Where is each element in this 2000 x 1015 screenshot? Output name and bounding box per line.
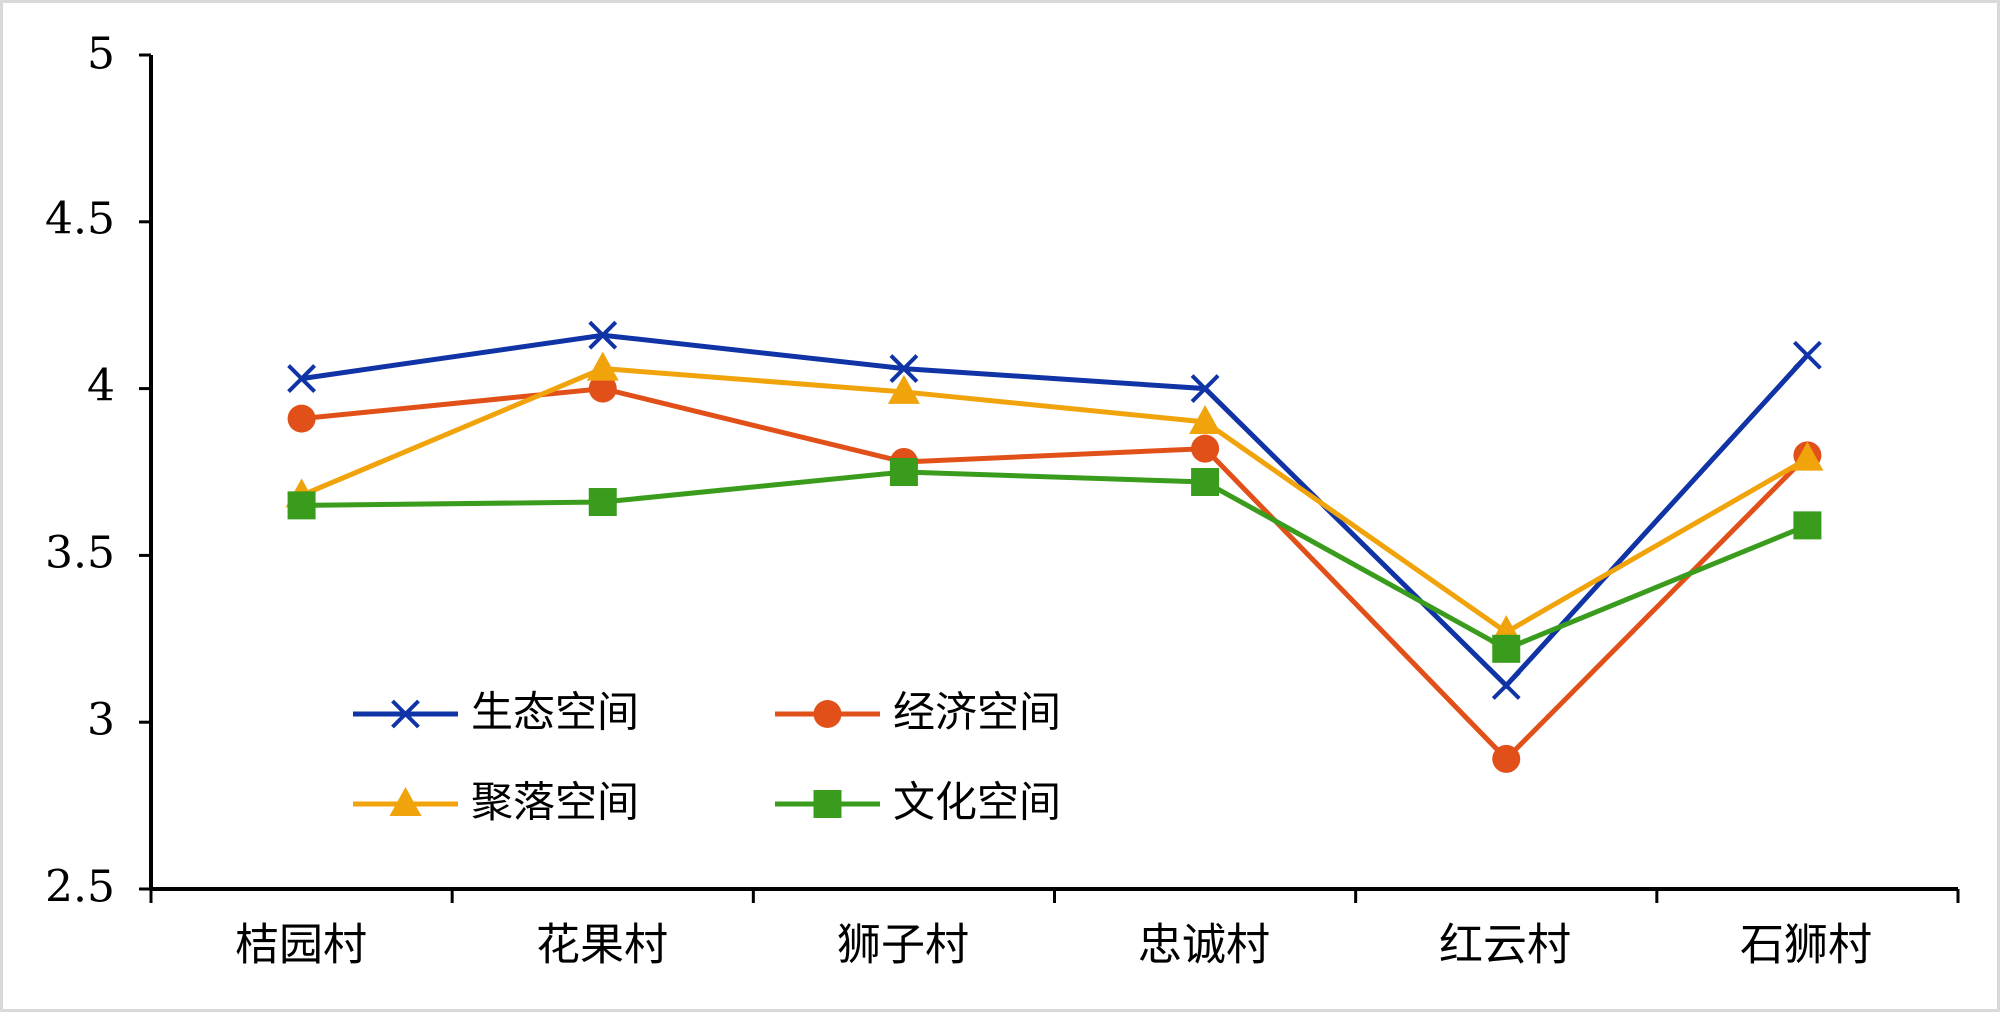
legend-marker-square xyxy=(813,790,842,818)
legend-label: 文化空间 xyxy=(893,778,1061,827)
data-point xyxy=(1491,671,1521,700)
x-category-label: 红云村 xyxy=(1439,920,1571,971)
data-point xyxy=(287,491,316,520)
y-tick-label: 3.5 xyxy=(45,528,115,579)
y-tick-label: 4 xyxy=(87,361,115,412)
data-point xyxy=(287,404,316,433)
data-point xyxy=(287,364,316,394)
legend-marker-circle xyxy=(813,700,842,728)
series-1 xyxy=(287,320,1822,700)
data-point xyxy=(1189,404,1222,434)
legend-label: 经济空间 xyxy=(893,688,1061,737)
legend-marker xyxy=(813,700,842,728)
data-point xyxy=(1191,434,1220,463)
legend-item-2: 经济空间 xyxy=(775,688,1061,737)
data-point xyxy=(1793,511,1822,540)
data-point xyxy=(1791,441,1824,471)
series-line xyxy=(301,332,1810,690)
data-point xyxy=(889,354,919,383)
data-point xyxy=(1492,634,1521,663)
data-point xyxy=(889,458,918,486)
y-tick-label: 5 xyxy=(87,29,115,80)
legend-label: 聚落空间 xyxy=(471,778,639,827)
data-point xyxy=(588,320,618,350)
data-point xyxy=(1793,340,1822,370)
legend-item-4: 文化空间 xyxy=(775,778,1061,827)
legend-item-1: 生态空间 xyxy=(353,688,639,737)
series-layer xyxy=(285,320,1824,773)
data-point xyxy=(1190,374,1220,404)
series-line xyxy=(301,386,1810,763)
legend-marker xyxy=(389,787,422,816)
legend: 生态空间 经济空间 聚落空间 文化空间 xyxy=(353,688,1061,827)
legend-marker-x xyxy=(391,699,420,729)
y-tick-label: 4.5 xyxy=(45,194,115,245)
legend-marker xyxy=(391,699,420,729)
data-point xyxy=(1492,744,1521,773)
x-category-label: 忠诚村 xyxy=(1138,920,1270,971)
data-point xyxy=(586,351,619,381)
y-tick-label: 2.5 xyxy=(45,862,115,913)
legend-marker-triangle xyxy=(389,787,422,816)
x-category-label: 石狮村 xyxy=(1740,920,1872,971)
x-category-label: 桔园村 xyxy=(235,920,367,971)
x-category-label: 狮子村 xyxy=(837,920,969,971)
line-chart: 2.5 3 3.5 4 4.5 5 桔园村 花果村 狮子村 忠诚村 红云村 石狮… xyxy=(45,29,1960,971)
axes: 2.5 3 3.5 4 4.5 5 桔园村 花果村 狮子村 忠诚村 红云村 石狮… xyxy=(45,29,1960,971)
data-point xyxy=(1191,468,1220,497)
data-point xyxy=(588,488,617,517)
series-4 xyxy=(287,458,1822,663)
legend-label: 生态空间 xyxy=(471,688,639,737)
data-point xyxy=(887,374,920,404)
y-tick-label: 3 xyxy=(87,695,115,746)
series-line xyxy=(300,366,1809,636)
x-category-label: 花果村 xyxy=(536,920,668,971)
legend-marker xyxy=(813,790,842,818)
legend-item-3: 聚落空间 xyxy=(353,778,639,827)
series-line xyxy=(301,469,1809,652)
data-point xyxy=(588,374,617,403)
